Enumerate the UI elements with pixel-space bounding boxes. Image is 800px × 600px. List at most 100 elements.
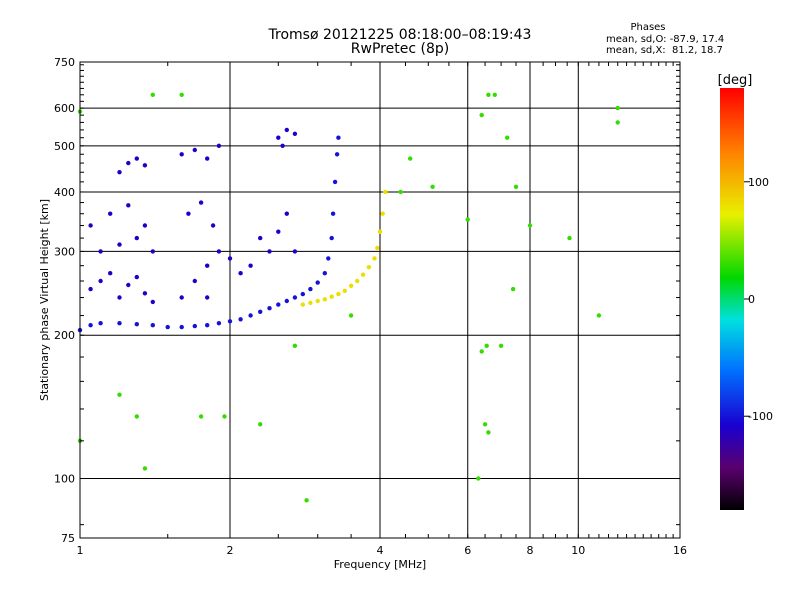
data-point (486, 92, 491, 98)
data-point (88, 323, 93, 328)
data-point (284, 211, 289, 216)
x-tick-label: 16 (673, 544, 687, 557)
data-point (222, 414, 227, 419)
data-point (408, 156, 413, 161)
data-point (315, 298, 320, 304)
data-point (284, 127, 289, 133)
data-point (150, 299, 155, 305)
data-point (134, 235, 139, 241)
x-tick-label: 4 (377, 544, 384, 557)
colorbar-tick-label: 100 (748, 176, 769, 189)
data-point (513, 184, 519, 189)
y-axis: 75 100 200 300 400 500 600 750 (54, 56, 680, 545)
data-point (126, 160, 131, 166)
x-tick-label: 10 (571, 544, 585, 557)
data-point (117, 242, 122, 247)
colorbar-tick-label: 0 (748, 293, 755, 306)
data-point (308, 286, 313, 292)
data-point (98, 321, 103, 326)
data-point (134, 156, 139, 161)
data-point (486, 430, 491, 435)
data-point (227, 256, 233, 261)
data-point (248, 313, 253, 318)
data-point (179, 92, 184, 98)
data-point (142, 466, 148, 471)
data-point (342, 288, 347, 293)
data-point (179, 295, 184, 300)
data-point (267, 249, 272, 254)
data-point (276, 302, 281, 307)
data-point (300, 302, 305, 307)
y-tick-label: 300 (54, 245, 75, 258)
x-tick-label: 8 (527, 544, 534, 557)
data-point (216, 143, 222, 148)
data-point (198, 414, 204, 419)
data-point (498, 343, 504, 348)
data-point (398, 189, 403, 195)
data-point (150, 92, 155, 98)
y-tick-label: 200 (54, 329, 75, 342)
data-point (134, 274, 139, 280)
data-point (505, 135, 510, 140)
data-point (355, 278, 360, 284)
data-point (322, 297, 327, 302)
data-point (117, 295, 122, 300)
data-point (258, 235, 263, 241)
chart-subtitle: RwPretec (8p) (350, 41, 450, 57)
data-point (248, 263, 253, 268)
data-point (205, 295, 210, 300)
data-point (479, 112, 484, 118)
data-point (216, 321, 222, 326)
data-point (205, 156, 210, 161)
data-point (142, 291, 148, 296)
data-point (375, 245, 380, 251)
data-point (98, 249, 103, 254)
data-point (165, 324, 170, 330)
data-point (292, 249, 298, 254)
data-point (126, 282, 131, 288)
y-tick-label: 500 (54, 140, 75, 153)
data-point (117, 170, 122, 175)
y-axis-label: Stationary phase Virtual Height [km] (38, 199, 51, 401)
y-tick-label: 100 (54, 473, 75, 486)
data-point (366, 265, 372, 270)
data-point (150, 323, 155, 328)
data-point (108, 271, 113, 276)
data-point (192, 323, 197, 329)
data-point (88, 286, 93, 292)
colorbar-ticks: 100 0 -100 (744, 176, 773, 423)
data-point (329, 235, 334, 241)
data-point (383, 189, 388, 195)
data-point (108, 211, 113, 216)
data-point (179, 152, 184, 157)
data-point (88, 223, 93, 228)
data-point (326, 256, 331, 261)
stats-x-mode: mean, sd,X: 81.2, 18.7 (606, 45, 723, 56)
data-point (334, 152, 340, 157)
data-point (292, 295, 298, 300)
data-point (430, 184, 435, 189)
data-point (192, 278, 197, 284)
data-point (527, 223, 533, 228)
data-point (315, 280, 320, 285)
data-points (77, 92, 620, 503)
x-tick-label: 1 (77, 544, 84, 557)
data-point (284, 298, 289, 304)
data-point (336, 291, 341, 297)
data-point (377, 229, 383, 234)
data-point (280, 143, 285, 148)
data-point (465, 217, 470, 222)
data-point (179, 324, 184, 330)
y-tick-label: 600 (54, 102, 75, 115)
data-point (336, 135, 341, 140)
data-point (484, 343, 489, 348)
data-point (479, 349, 484, 354)
data-point (332, 179, 338, 185)
data-point (308, 300, 313, 305)
data-point (238, 271, 243, 276)
stats-o-mode: mean, sd,O: -87.9, 17.4 (606, 34, 725, 45)
data-point (117, 321, 122, 326)
data-point (330, 211, 336, 216)
colorbar-tick-label: -100 (748, 410, 773, 423)
data-point (322, 271, 327, 276)
